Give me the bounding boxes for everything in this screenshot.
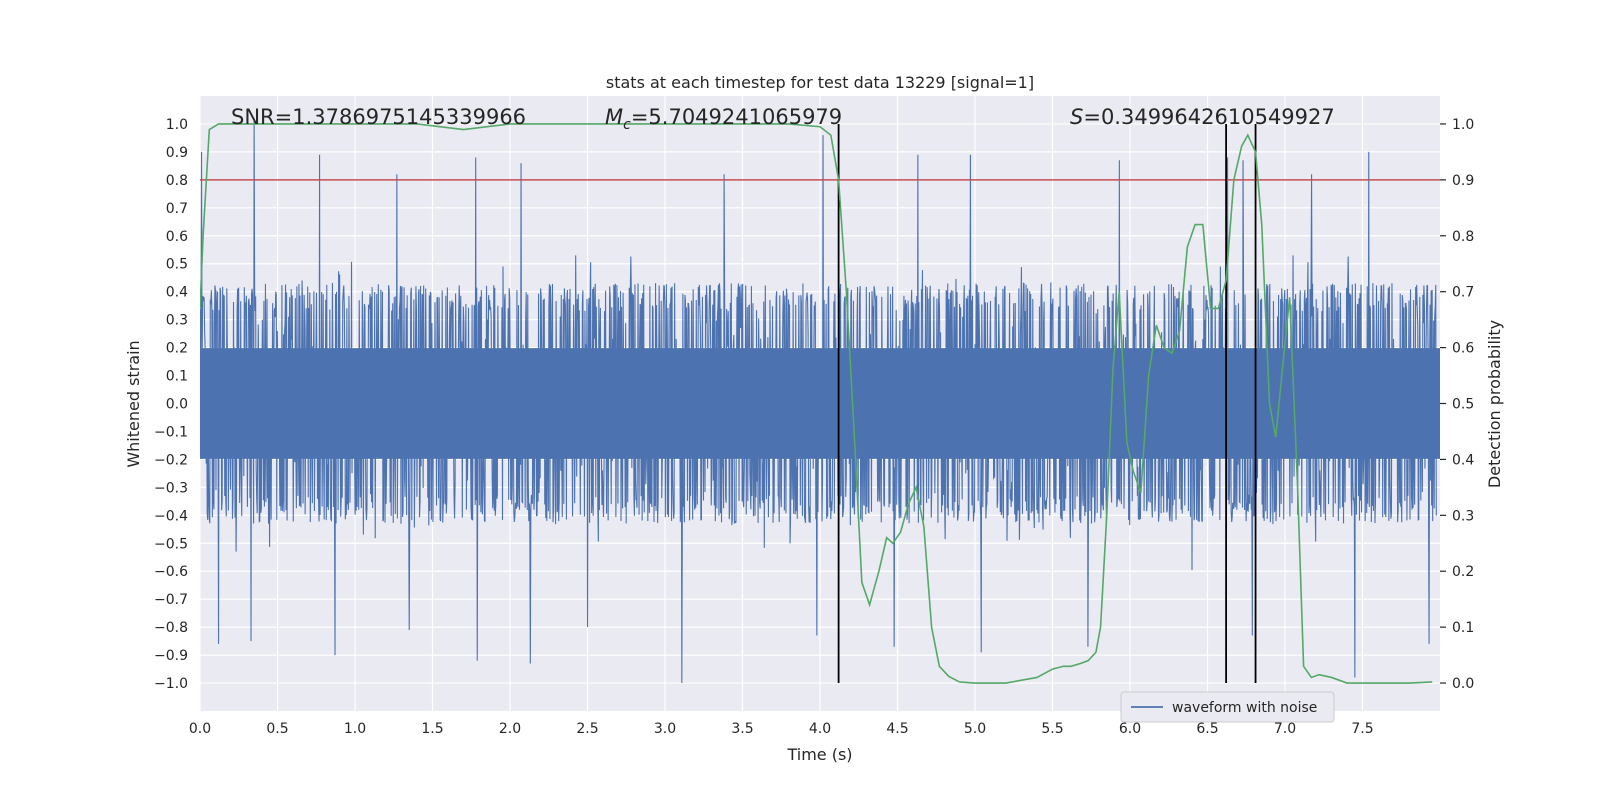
x-tick-label: 6.5 <box>1196 721 1218 737</box>
y-tick-label: 0.4 <box>166 285 188 301</box>
x-tick-label: 7.5 <box>1351 721 1373 737</box>
x-tick-label: 1.5 <box>421 721 443 737</box>
y-tick-label: 0.6 <box>166 229 188 245</box>
y2-axis-ticks: 0.0 0.1 0.2 0.3 0.4 0.5 0.6 0.7 0.8 0.9 1.0 <box>1440 117 1474 692</box>
y-tick-label: −0.8 <box>154 620 188 636</box>
y-axis-ticks: −1.0 −0.9 −0.8 −0.7 −0.6 −0.5 −0.4 −0.3 −0.2 −0.1… <box>154 117 188 692</box>
x-tick-label: 2.0 <box>499 721 521 737</box>
y2-tick-label: 0.4 <box>1452 452 1474 468</box>
legend-label: waveform with noise <box>1172 700 1317 716</box>
y-tick-label: 0.1 <box>166 369 188 385</box>
vlines <box>837 123 1257 684</box>
y-tick-label: −0.5 <box>154 536 188 552</box>
y-tick-label: 0.9 <box>166 145 188 161</box>
s-annotation: S=0.3499642610549927 <box>1070 105 1335 129</box>
y2-tick-label: 0.5 <box>1452 397 1474 413</box>
x-tick-label: 5.0 <box>964 721 986 737</box>
y-tick-label: −0.3 <box>154 480 188 496</box>
y-tick-label: 0.0 <box>166 397 188 413</box>
y2-tick-label: 0.9 <box>1452 173 1474 189</box>
x-tick-label: 0.0 <box>189 721 211 737</box>
y-tick-label: 1.0 <box>166 117 188 133</box>
x-tick-label: 4.5 <box>886 721 908 737</box>
y2-axis-label: Detection probability <box>1485 320 1504 488</box>
probability-line <box>200 123 1433 684</box>
x-tick-label: 6.0 <box>1119 721 1141 737</box>
chirp-mass-annotation: Mc=5.7049241065979 <box>605 105 842 133</box>
y-tick-label: 0.5 <box>166 257 188 273</box>
y2-tick-label: 0.6 <box>1452 341 1474 357</box>
legend-box <box>1120 691 1335 723</box>
x-tick-label: 5.5 <box>1041 721 1063 737</box>
y2-tick-label: 0.7 <box>1452 285 1474 301</box>
y2-tick-label: 0.1 <box>1452 620 1474 636</box>
y-axis-label: Whitened strain <box>124 340 143 467</box>
y-tick-label: 0.8 <box>166 173 188 189</box>
y-tick-label: 0.2 <box>166 341 188 357</box>
y2-tick-label: 1.0 <box>1452 117 1474 133</box>
x-tick-label: 3.0 <box>654 721 676 737</box>
y-tick-label: −0.2 <box>154 452 188 468</box>
x-tick-label: 3.5 <box>731 721 753 737</box>
y-tick-label: 0.3 <box>166 313 188 329</box>
probability-series <box>200 123 1433 684</box>
legend: waveform with noise <box>1120 691 1335 723</box>
x-axis-label: Time (s) <box>786 745 852 764</box>
x-tick-label: 7.0 <box>1274 721 1296 737</box>
y-tick-label: −0.1 <box>154 424 188 440</box>
y2-tick-label: 0.8 <box>1452 229 1474 245</box>
y2-tick-label: 0.3 <box>1452 508 1474 524</box>
y-tick-label: 0.7 <box>166 201 188 217</box>
strain-core-band <box>200 348 1440 459</box>
strain-series <box>200 118 1440 684</box>
y-tick-label: −0.6 <box>154 564 188 580</box>
y2-tick-label: 0.0 <box>1452 676 1474 692</box>
y-tick-label: −1.0 <box>154 676 188 692</box>
y-tick-label: −0.7 <box>154 592 188 608</box>
x-axis-ticks: 0.0 0.5 1.0 1.5 2.0 2.5 3.0 3.5 4.0 4.5 5.0 5.5 6.0 6… <box>189 721 1374 737</box>
x-tick-label: 4.0 <box>809 721 831 737</box>
snr-annotation: SNR=1.3786975145339966 <box>231 105 526 129</box>
x-tick-label: 1.0 <box>344 721 366 737</box>
chart-title: stats at each timestep for test data 132… <box>606 73 1034 92</box>
x-tick-label: 0.5 <box>266 721 288 737</box>
y-tick-label: −0.4 <box>154 508 188 524</box>
y2-tick-label: 0.2 <box>1452 564 1474 580</box>
y-tick-label: −0.9 <box>154 648 188 664</box>
x-tick-label: 2.5 <box>576 721 598 737</box>
